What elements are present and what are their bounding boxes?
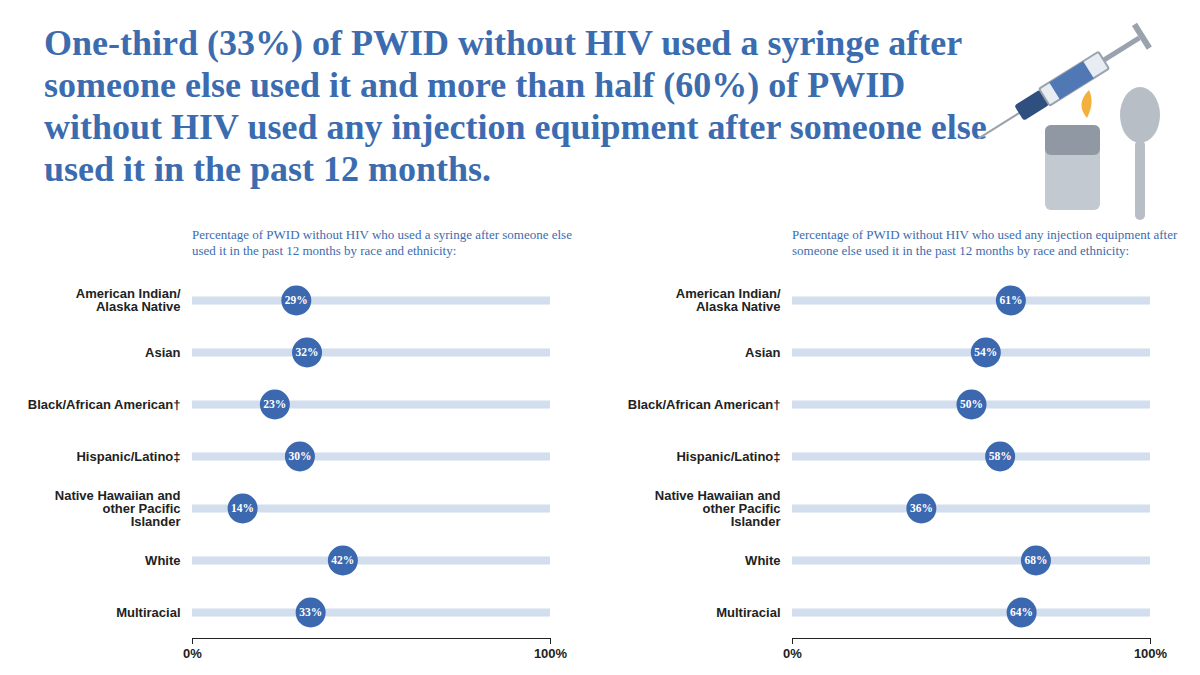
svg-text:Native Hawaiian andother Pacif: Native Hawaiian andother PacificIslander bbox=[655, 488, 781, 529]
svg-text:100%: 100% bbox=[534, 646, 568, 661]
svg-text:Multiracial: Multiracial bbox=[716, 605, 780, 620]
svg-text:American Indian/Alaska Native: American Indian/Alaska Native bbox=[76, 286, 181, 314]
svg-text:Hispanic/Latino‡: Hispanic/Latino‡ bbox=[676, 449, 780, 464]
svg-text:68%: 68% bbox=[1024, 554, 1047, 566]
svg-text:Black/African American†: Black/African American† bbox=[28, 397, 181, 412]
svg-text:33%: 33% bbox=[299, 606, 322, 618]
svg-text:29%: 29% bbox=[285, 294, 308, 306]
svg-text:Hispanic/Latino‡: Hispanic/Latino‡ bbox=[76, 449, 180, 464]
html-text:One-third (33%) of PWID withou: One-third (33%) of PWID without HIV used… bbox=[44, 23, 987, 189]
svg-text:Asian: Asian bbox=[745, 345, 780, 360]
svg-text:30%: 30% bbox=[288, 450, 311, 462]
svg-text:50%: 50% bbox=[960, 398, 983, 410]
svg-text:Multiracial: Multiracial bbox=[116, 605, 180, 620]
svg-text:61%: 61% bbox=[999, 294, 1022, 306]
svg-text:64%: 64% bbox=[1010, 606, 1033, 618]
svg-text:Native Hawaiian andother Pacif: Native Hawaiian andother PacificIslander bbox=[55, 488, 181, 529]
svg-text:0%: 0% bbox=[183, 646, 202, 661]
svg-text:54%: 54% bbox=[974, 346, 997, 358]
svg-text:32%: 32% bbox=[296, 346, 319, 358]
svg-text:Asian: Asian bbox=[145, 345, 180, 360]
svg-text:Black/African American†: Black/African American† bbox=[628, 397, 781, 412]
svg-text:42%: 42% bbox=[331, 554, 354, 566]
svg-text:23%: 23% bbox=[263, 398, 286, 410]
html-text:Percentage of PWID without HIV: Percentage of PWID without HIV who used … bbox=[192, 227, 572, 258]
svg-text:White: White bbox=[745, 553, 780, 568]
svg-text:0%: 0% bbox=[783, 646, 802, 661]
svg-text:American Indian/Alaska Native: American Indian/Alaska Native bbox=[676, 286, 781, 314]
svg-text:36%: 36% bbox=[910, 502, 933, 514]
svg-text:14%: 14% bbox=[231, 502, 254, 514]
svg-text:58%: 58% bbox=[989, 450, 1012, 462]
svg-text:White: White bbox=[145, 553, 180, 568]
svg-text:100%: 100% bbox=[1134, 646, 1168, 661]
html-text:Percentage of PWID without HIV: Percentage of PWID without HIV who used … bbox=[792, 227, 1178, 258]
